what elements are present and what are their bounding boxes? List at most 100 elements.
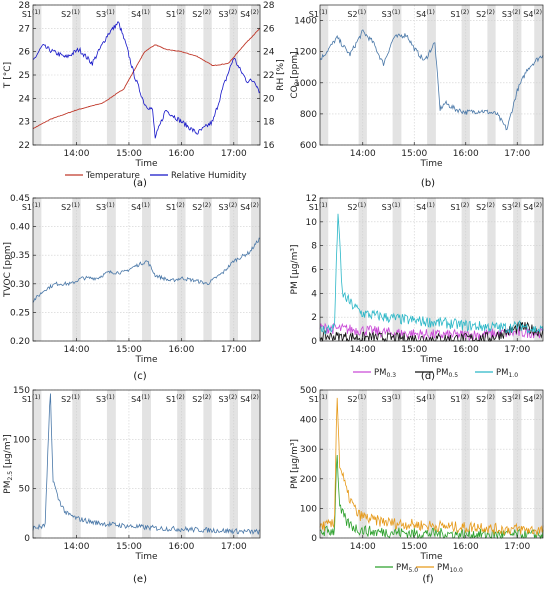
- segment-label: S3(2): [218, 202, 237, 212]
- y-tick-label: 6: [311, 266, 317, 276]
- segment-band: [251, 390, 260, 538]
- legend-d: PM0.3 PM0.5 PM1.0: [353, 368, 518, 379]
- segment-label: S4(1): [416, 202, 435, 212]
- y-tick-label: 25: [19, 71, 30, 81]
- y-tick-label: 28: [19, 1, 31, 11]
- y-tick-label: 1200: [294, 48, 317, 58]
- y-tick-label: 400: [300, 416, 317, 426]
- segment-label: S2(1): [61, 394, 80, 404]
- segment-band: [427, 5, 436, 145]
- segment-label: S1(2): [450, 9, 469, 19]
- segment-band: [513, 390, 522, 538]
- segment-band: [33, 198, 42, 341]
- panel-label: (d): [421, 371, 435, 382]
- segment-label: S2(2): [192, 202, 211, 212]
- y-tick-label: 100: [300, 504, 317, 514]
- segment-label: S2(1): [61, 202, 80, 212]
- y-tick-label: 0: [311, 337, 317, 347]
- segment-label: S3(2): [502, 394, 521, 404]
- y-tick-label: 0.45: [10, 194, 30, 204]
- chart-panel-f: 0 100 200 300 400 500 14:00 15:00 16:00 17:00 Time…: [290, 386, 544, 562]
- segment-label: S2(1): [347, 9, 366, 19]
- x-tick-label: 16:00: [168, 542, 194, 552]
- x-axis-title: Time: [419, 355, 442, 365]
- segment-label: S1(1): [22, 394, 41, 404]
- segment-band: [33, 390, 42, 538]
- y-tick-label: 500: [300, 386, 317, 396]
- segment-label: S3(2): [218, 394, 237, 404]
- x-axis-title: Time: [134, 552, 157, 562]
- segment-label: S4(1): [416, 9, 435, 19]
- plot-frame: [32, 197, 261, 342]
- y-axis-title: PM2.5 [µg/m³]: [3, 434, 14, 493]
- series-line: [319, 454, 544, 540]
- segment-band: [142, 5, 151, 145]
- y-axis-title: PM [µg/m³]: [290, 245, 300, 295]
- segment-band: [534, 5, 543, 145]
- segment-label: S3(1): [96, 394, 115, 404]
- y-tick-label: 600: [300, 141, 317, 151]
- x-tick-label: 17:00: [504, 542, 530, 552]
- segment-band: [106, 198, 116, 341]
- x-tick-label: 17:00: [504, 345, 530, 355]
- legend-label: PM0.5: [436, 368, 458, 379]
- panel-label: (f): [422, 574, 433, 585]
- x-tick-label: 16:00: [453, 149, 479, 159]
- segment-band: [461, 198, 470, 341]
- y-tick-label: 2: [311, 313, 317, 323]
- segment-band: [320, 390, 329, 538]
- segment-band: [513, 198, 522, 341]
- segment-band: [487, 5, 496, 145]
- y-axis-title: CO2 [ppm]: [290, 51, 301, 98]
- segment-label: S4(2): [523, 9, 542, 19]
- y-tick-label: 0.30: [10, 280, 30, 290]
- legend-label: PM1.0: [496, 368, 518, 379]
- plot-frame: [32, 389, 261, 539]
- x-tick-label: 17:00: [221, 542, 247, 552]
- segment-label: S1(2): [166, 394, 185, 404]
- chart-panel-a: 22 23 24 25 26 27 28 16 18 20 22 24 26 28 14:00 15:00 16…: [3, 1, 286, 169]
- y-axis-title: TVOC [ppm]: [3, 242, 13, 298]
- y-tick-label: 0: [24, 534, 30, 544]
- segment-band: [487, 390, 496, 538]
- x-axis-title: Time: [134, 355, 157, 365]
- series-line: [319, 397, 544, 536]
- segment-label: S3(2): [502, 9, 521, 19]
- x-tick-label: 14:00: [64, 149, 90, 159]
- segment-label: S2(2): [476, 9, 495, 19]
- segment-label: S1(1): [22, 9, 41, 19]
- y-tick-label-right: 22: [263, 71, 274, 81]
- y-tick-label: 0: [311, 534, 317, 544]
- y-tick-label-right: 18: [263, 118, 275, 128]
- segment-label: S1(1): [309, 202, 328, 212]
- segment-label: S3(1): [382, 202, 401, 212]
- series-line: [319, 29, 544, 131]
- x-tick-label: 17:00: [504, 149, 530, 159]
- x-tick-label: 15:00: [116, 149, 142, 159]
- x-tick-label: 17:00: [221, 345, 247, 355]
- segment-band: [392, 5, 402, 145]
- y-tick-label: 0.25: [10, 308, 30, 318]
- segment-label: S3(1): [96, 202, 115, 212]
- segment-band: [251, 198, 260, 341]
- y-tick-label: 10: [306, 218, 318, 228]
- segment-label: S4(2): [240, 394, 259, 404]
- segment-band: [142, 198, 151, 341]
- y-tick-label-right: 26: [263, 24, 275, 34]
- segment-band: [177, 390, 186, 538]
- segment-band: [392, 390, 402, 538]
- y-tick-label: 200: [300, 475, 317, 485]
- segment-label: S2(2): [476, 202, 495, 212]
- segment-band: [461, 390, 470, 538]
- y-tick-label: 27: [19, 24, 30, 34]
- y-tick-label: 26: [19, 48, 31, 58]
- y-tick-label: 800: [300, 110, 317, 120]
- segment-band: [203, 198, 212, 341]
- y-tick-label-right: 20: [263, 94, 275, 104]
- chart-panel-d: 0 2 4 6 8 10 12 14:00 15:00 16:00 17:00 Time PM [µg/…: [290, 194, 544, 365]
- series-line: [32, 27, 261, 130]
- segment-label: S2(1): [61, 9, 80, 19]
- x-axis-title: Time: [419, 552, 442, 562]
- segment-label: S3(1): [96, 9, 115, 19]
